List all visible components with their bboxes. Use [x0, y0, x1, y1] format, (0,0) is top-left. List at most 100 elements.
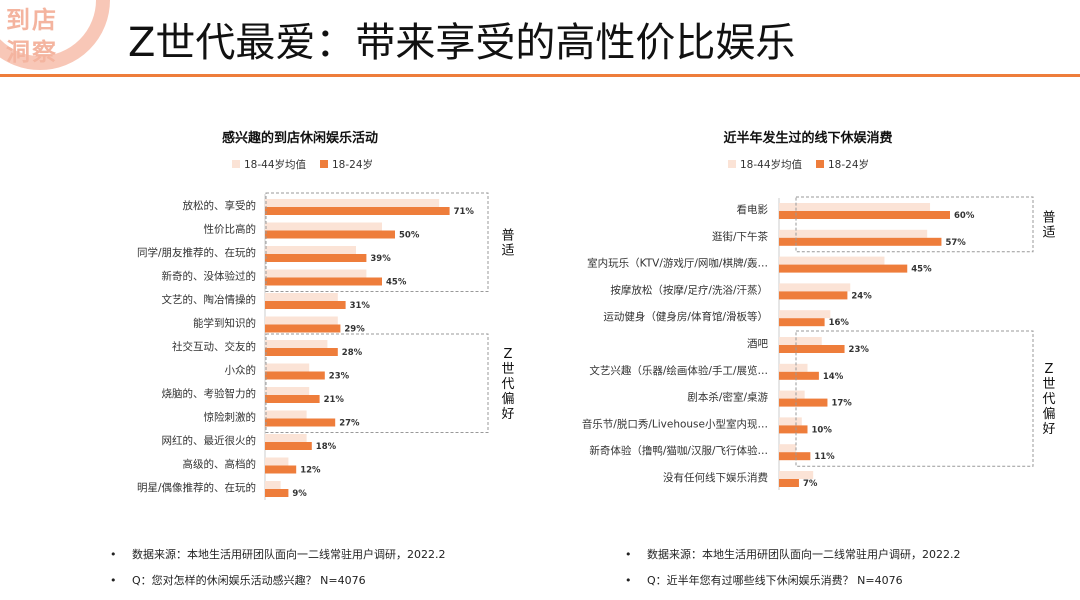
- legend-label: 18-44岁均值: [740, 158, 803, 171]
- bar-average: [779, 444, 797, 453]
- value-label: 39%: [370, 254, 391, 264]
- category-label: 新奇的、没体验过的: [162, 270, 257, 283]
- bar-18-24: [265, 465, 297, 474]
- bar-average: [265, 293, 338, 301]
- brand-logo-text: 到店 洞察: [6, 4, 76, 68]
- bar-18-24: [265, 489, 289, 497]
- legend-swatch: [232, 160, 240, 168]
- bar-average: [779, 203, 931, 211]
- group-label: 普适: [501, 228, 514, 258]
- legend-swatch: [320, 160, 328, 168]
- bullet: •: [625, 574, 632, 587]
- bar-18-24: [779, 211, 950, 219]
- category-label: 运动健身（健身房/体育馆/滑板等）: [603, 310, 768, 323]
- value-label: 10%: [812, 425, 833, 435]
- bar-average: [265, 222, 382, 231]
- category-label: 文艺兴趣（乐器/绘画体验/手工/展览…: [589, 364, 768, 377]
- category-label: 看电影: [737, 203, 769, 216]
- right-source-text: 数据来源：本地生活用研团队面向一二线常驻用户调研，2022.2: [647, 548, 961, 561]
- value-label: 31%: [350, 301, 371, 311]
- category-label: 小众的: [225, 364, 257, 377]
- bar-average: [265, 363, 310, 372]
- bar-average: [779, 229, 928, 238]
- value-label: 24%: [851, 291, 872, 301]
- category-label: 室内玩乐（KTV/游戏厅/网咖/棋牌/轰…: [587, 257, 768, 270]
- bar-18-24: [779, 371, 819, 380]
- legend-swatch: [728, 160, 736, 168]
- bar-average: [265, 340, 328, 348]
- value-label: 45%: [911, 265, 932, 275]
- group-box: [795, 196, 1034, 253]
- bar-average: [779, 256, 885, 265]
- value-label: 23%: [329, 372, 350, 382]
- category-label: 社交互动、交友的: [172, 340, 256, 353]
- right-note-question: • Q：近半年您有过哪些线下休闲娱乐消费？ N=4076: [625, 572, 903, 588]
- bar-18-24: [779, 452, 811, 461]
- category-label: 同学/朋友推荐的、在玩的: [137, 246, 256, 259]
- value-label: 71%: [454, 207, 475, 217]
- bar-18-24: [779, 318, 825, 327]
- bar-average: [779, 310, 831, 319]
- bar-average: [265, 269, 367, 278]
- category-label: 文艺的、陶冶情操的: [162, 293, 257, 306]
- category-label: 明星/偶像推荐的、在玩的: [137, 481, 256, 494]
- value-label: 23%: [849, 345, 870, 355]
- title-divider: [0, 74, 1080, 77]
- bar-18-24: [265, 277, 382, 286]
- category-label: 放松的、享受的: [183, 199, 257, 212]
- bar-18-24: [265, 324, 341, 333]
- category-label: 逛街/下午茶: [712, 230, 769, 243]
- group-box: [265, 192, 489, 292]
- bullet: •: [110, 548, 117, 561]
- bar-18-24: [779, 237, 942, 246]
- bar-18-24: [779, 345, 845, 353]
- category-label: 高级的、高档的: [183, 458, 257, 471]
- value-label: 45%: [386, 278, 407, 288]
- category-label: 剧本杀/密室/桌游: [687, 391, 768, 404]
- value-label: 9%: [292, 489, 307, 499]
- brand-logo-line2: 洞察: [6, 38, 58, 66]
- bar-average: [265, 316, 338, 325]
- left-source-text: 数据来源：本地生活用研团队面向一二线常驻用户调研，2022.2: [132, 548, 446, 561]
- bar-18-24: [779, 425, 808, 434]
- bar-18-24: [779, 264, 908, 273]
- bar-average: [779, 337, 822, 345]
- bar-18-24: [779, 291, 848, 300]
- bar-average: [779, 417, 802, 426]
- bar-average: [265, 246, 356, 254]
- value-label: 11%: [814, 452, 835, 462]
- category-label: 烧脑的、考验智力的: [162, 387, 257, 400]
- left-note-source: • 数据来源：本地生活用研团队面向一二线常驻用户调研，2022.2: [110, 546, 446, 562]
- category-label: 能学到知识的: [193, 317, 256, 330]
- bar-average: [779, 471, 814, 479]
- value-label: 17%: [831, 399, 852, 409]
- legend-label: 18-24岁: [828, 158, 869, 171]
- value-label: 28%: [342, 348, 363, 358]
- bar-18-24: [265, 207, 450, 215]
- right-question-text: Q：近半年您有过哪些线下休闲娱乐消费？ N=4076: [647, 574, 903, 587]
- bar-average: [265, 481, 281, 489]
- right-note-source: • 数据来源：本地生活用研团队面向一二线常驻用户调研，2022.2: [625, 546, 961, 562]
- value-label: 14%: [823, 372, 844, 382]
- category-label: 惊险刺激的: [204, 411, 257, 424]
- category-label: 新奇体验（撸鸭/猫咖/汉服/飞行体验…: [589, 444, 768, 457]
- bar-average: [265, 199, 440, 207]
- bar-18-24: [265, 301, 346, 309]
- category-label: 性价比高的: [204, 223, 257, 236]
- chart-title: 感兴趣的到店休闲娱乐活动: [222, 130, 378, 146]
- bar-average: [779, 363, 808, 372]
- group-label: Z 世代偏好: [501, 347, 514, 422]
- category-label: 音乐节/脱口秀/Livehouse小型室内现…: [582, 417, 768, 430]
- left-note-question: • Q：您对怎样的休闲娱乐活动感兴趣？ N=4076: [110, 572, 366, 588]
- bar-18-24: [779, 479, 799, 487]
- value-label: 57%: [945, 238, 966, 248]
- category-label: 酒吧: [747, 337, 768, 350]
- chart-title: 近半年发生过的线下休娱消费: [723, 130, 892, 146]
- value-label: 18%: [316, 442, 337, 452]
- value-label: 7%: [803, 479, 818, 489]
- bar-18-24: [265, 348, 338, 356]
- value-label: 27%: [339, 419, 360, 429]
- group-box: [265, 333, 489, 433]
- value-label: 16%: [829, 318, 850, 328]
- value-label: 60%: [954, 211, 975, 221]
